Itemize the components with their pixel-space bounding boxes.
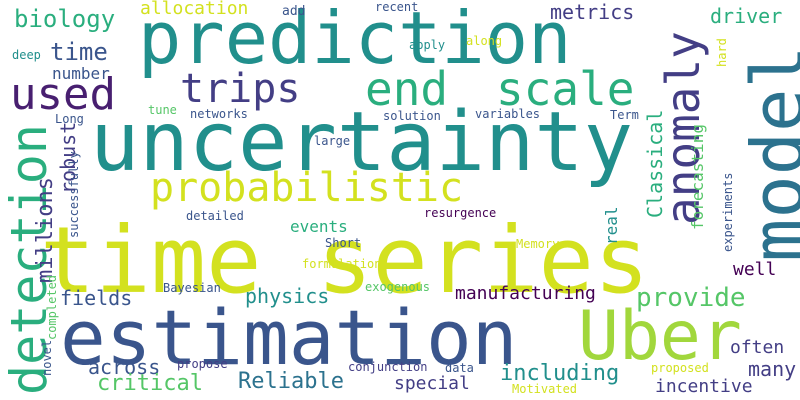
- cloud-word: detailed: [186, 209, 244, 223]
- cloud-word: many: [748, 357, 797, 381]
- cloud-word: uncertainty: [90, 95, 634, 190]
- cloud-word: networks: [190, 107, 248, 121]
- cloud-word: add: [282, 4, 306, 19]
- cloud-word: data: [445, 361, 474, 375]
- cloud-word: time series: [40, 207, 650, 314]
- cloud-word: variables: [475, 107, 541, 121]
- cloud-word: used: [10, 69, 116, 120]
- cloud-word: deep: [12, 48, 41, 62]
- cloud-word: across: [88, 355, 161, 379]
- cloud-word: physics: [245, 284, 330, 308]
- cloud-word: end: [365, 62, 449, 116]
- cloud-word: Memory: [516, 237, 560, 251]
- cloud-word: metrics: [550, 0, 635, 24]
- cloud-word: time: [50, 38, 108, 66]
- cloud-word: experiments: [721, 172, 735, 252]
- cloud-word: Short: [325, 236, 362, 250]
- cloud-word: apply: [409, 38, 446, 52]
- cloud-word: number: [52, 64, 110, 83]
- cloud-word: hard: [715, 38, 729, 67]
- cloud-word: trips: [180, 66, 301, 112]
- cloud-word: allocation: [140, 0, 249, 19]
- cloud-word: critical: [97, 371, 203, 396]
- cloud-word: novel: [40, 339, 54, 376]
- cloud-word: fields: [60, 286, 133, 310]
- cloud-word: including: [500, 361, 620, 386]
- cloud-word: special: [394, 373, 470, 394]
- cloud-word: millions: [33, 177, 58, 283]
- cloud-word: proposed: [651, 361, 709, 375]
- cloud-word: real: [602, 206, 621, 245]
- cloud-word: Bayesian: [163, 281, 221, 295]
- cloud-word: recent: [375, 0, 419, 14]
- cloud-word: Motivated: [512, 382, 578, 396]
- cloud-word: well: [733, 259, 777, 280]
- cloud-word: provide: [636, 283, 746, 313]
- cloud-word: along: [466, 34, 503, 48]
- cloud-word: probabilistic: [150, 165, 464, 211]
- cloud-word: Classical: [643, 109, 667, 218]
- cloud-word: Reliable: [238, 369, 344, 394]
- cloud-word: completed: [45, 274, 59, 340]
- cloud-word: propose: [177, 357, 228, 371]
- cloud-word: conjunction: [348, 360, 428, 374]
- cloud-word: estimation: [60, 293, 518, 382]
- cloud-word: manufacturing: [455, 283, 596, 304]
- cloud-word: Long: [55, 112, 84, 126]
- cloud-word: model: [736, 45, 800, 262]
- cloud-word: events: [290, 217, 348, 236]
- cloud-word: prediction: [138, 0, 572, 80]
- cloud-word: solution: [383, 109, 441, 123]
- cloud-word: incentive: [655, 376, 753, 397]
- cloud-word: successfully: [67, 151, 81, 238]
- cloud-word: biology: [14, 5, 116, 33]
- cloud-word: Uber: [578, 297, 742, 376]
- cloud-word: exogenous: [365, 280, 431, 294]
- cloud-word: Term: [610, 108, 639, 122]
- cloud-word: driver: [710, 4, 783, 28]
- cloud-word: scale: [496, 62, 635, 116]
- cloud-word: formulation: [302, 257, 382, 271]
- cloud-word: large: [314, 134, 351, 148]
- cloud-word: resurgence: [424, 206, 497, 220]
- cloud-word: tune: [148, 103, 177, 117]
- cloud-word: often: [730, 337, 785, 358]
- cloud-word: forecasting: [688, 124, 707, 230]
